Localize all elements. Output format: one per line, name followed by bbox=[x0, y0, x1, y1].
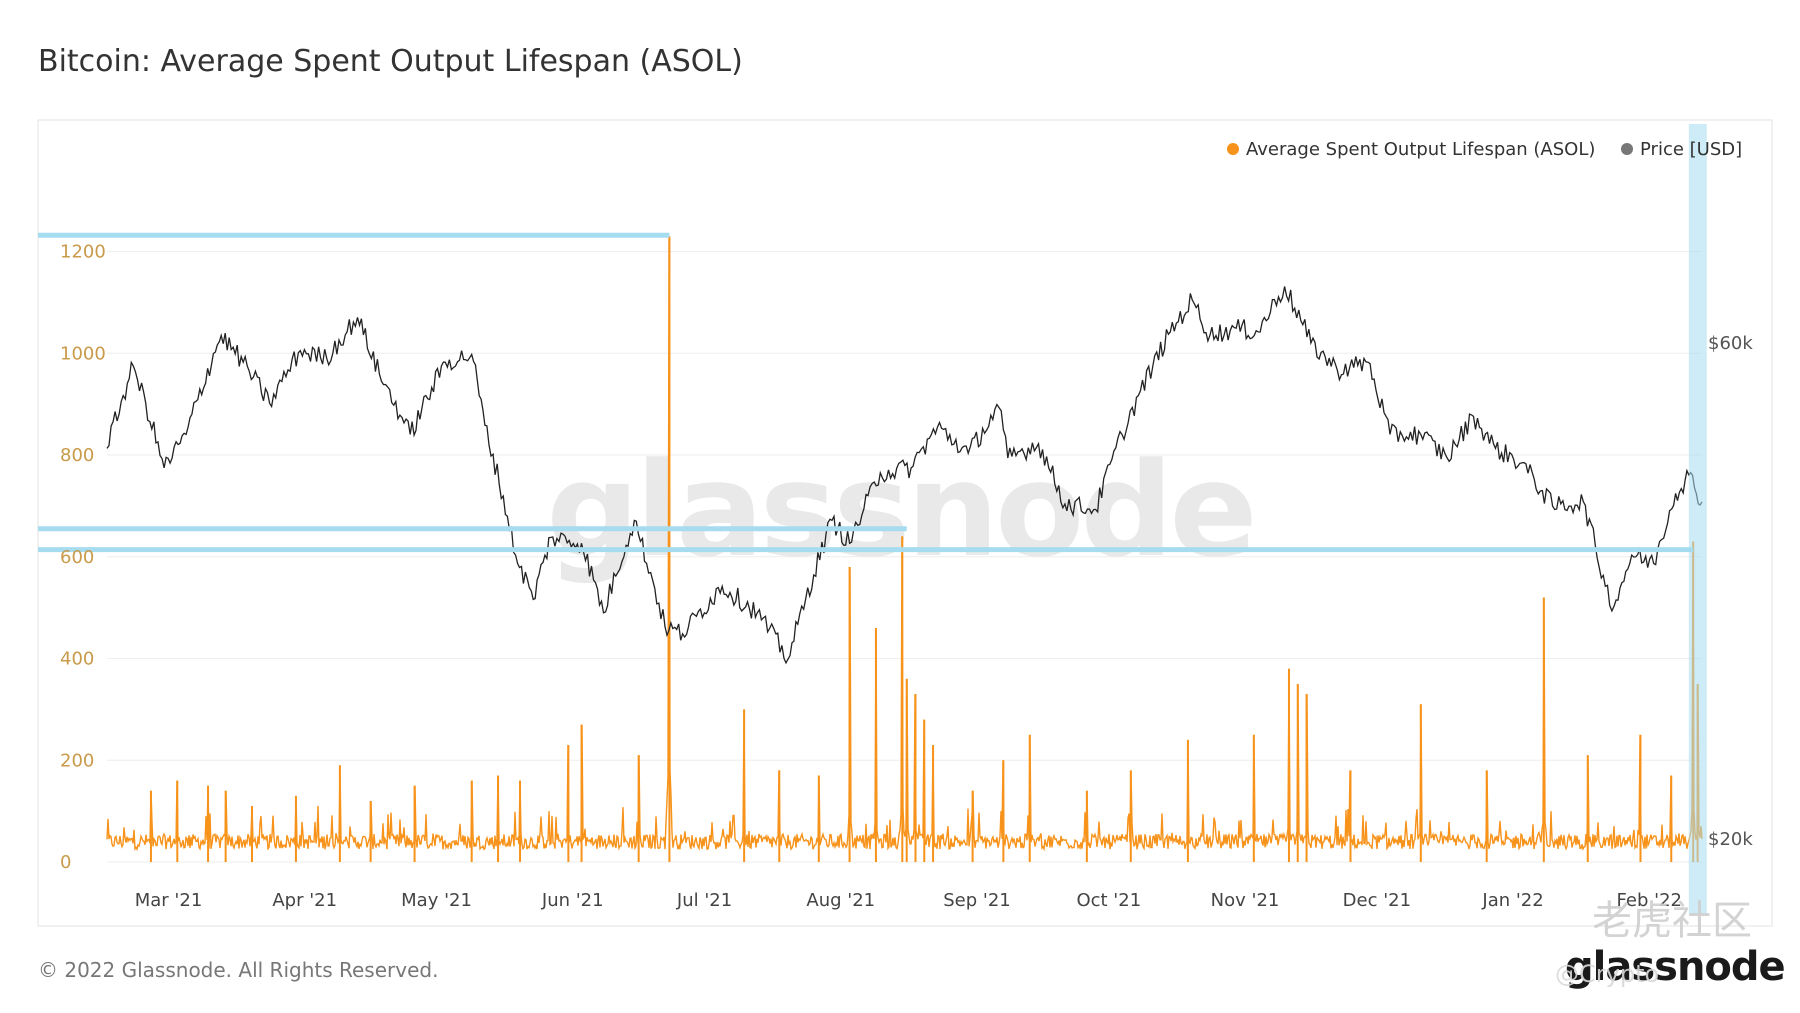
x-axis-tick: Jun '21 bbox=[541, 890, 604, 911]
left-axis-tick: 600 bbox=[60, 547, 94, 568]
x-axis-tick: Aug '21 bbox=[806, 890, 875, 911]
overlay-watermark: 老虎社区 bbox=[1592, 898, 1752, 944]
right-axis: $20k $60k bbox=[1708, 333, 1753, 850]
x-axis-tick: Mar '21 bbox=[135, 890, 203, 911]
x-axis-tick: Oct '21 bbox=[1076, 890, 1141, 911]
left-axis-tick: 400 bbox=[60, 649, 94, 670]
x-axis-tick: May '21 bbox=[401, 890, 472, 911]
asol-line bbox=[106, 236, 1703, 852]
left-axis-tick: 200 bbox=[60, 750, 94, 771]
copyright-footer: © 2022 Glassnode. All Rights Reserved. bbox=[38, 958, 439, 982]
left-axis: 0 200 400 600 800 1000 1200 bbox=[60, 242, 106, 873]
right-axis-tick: $60k bbox=[1708, 333, 1753, 354]
x-axis-tick: Jul '21 bbox=[676, 890, 732, 911]
left-axis-tick: 1200 bbox=[60, 242, 106, 263]
x-axis: Mar '21 Apr '21 May '21 Jun '21 Jul '21 Aug '… bbox=[135, 890, 1682, 911]
chart-watermark: glassnode bbox=[546, 434, 1253, 586]
x-axis-tick: Sep '21 bbox=[943, 890, 1011, 911]
legend-dot-1 bbox=[1621, 143, 1633, 155]
price-series bbox=[106, 286, 1703, 665]
highlights bbox=[38, 124, 1707, 914]
page-title: Bitcoin: Average Spent Output Lifespan (… bbox=[38, 44, 743, 79]
overlay-handle: @Crypto bbox=[1555, 960, 1660, 988]
x-axis-tick: Feb '22 bbox=[1617, 890, 1682, 911]
x-axis-tick: Nov '21 bbox=[1211, 890, 1280, 911]
price-line bbox=[106, 286, 1703, 665]
highlight-band-3 bbox=[1688, 124, 1707, 914]
legend-label-0: Average Spent Output Lifespan (ASOL) bbox=[1246, 139, 1595, 160]
brand-logo: glassnode bbox=[1565, 944, 1786, 990]
x-axis-tick: Apr '21 bbox=[272, 890, 337, 911]
left-axis-tick: 0 bbox=[60, 852, 71, 873]
chart: glassnode 0 200 400 600 800 1000 1200 $20k $60k… bbox=[37, 119, 1773, 927]
legend-dot-0 bbox=[1227, 143, 1239, 155]
x-axis-tick: Dec '21 bbox=[1343, 890, 1411, 911]
x-axis-tick: Jan '22 bbox=[1481, 890, 1543, 911]
legend: Average Spent Output Lifespan (ASOL) Pric… bbox=[1227, 139, 1742, 160]
left-axis-tick: 800 bbox=[60, 445, 94, 466]
right-axis-tick: $20k bbox=[1708, 829, 1753, 850]
chart-frame bbox=[37, 119, 1773, 927]
legend-label-1: Price [USD] bbox=[1640, 139, 1742, 160]
left-axis-tick: 1000 bbox=[60, 343, 106, 364]
